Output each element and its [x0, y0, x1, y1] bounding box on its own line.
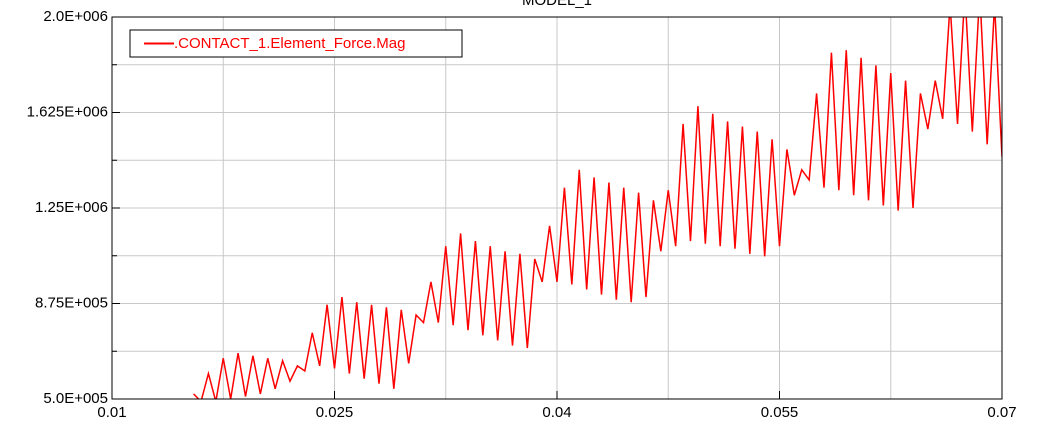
x-tick-label: 0.055: [761, 404, 799, 421]
x-tick-label: 0.025: [316, 404, 354, 421]
plot-border: [111, 16, 1003, 400]
x-tick-label: 0.04: [542, 404, 571, 421]
legend-box: [129, 29, 463, 58]
y-tick-label: 2.0E+006: [43, 8, 108, 25]
x-tick-label: 0.01: [97, 404, 126, 421]
legend-label: .CONTACT_1.Element_Force.Mag: [174, 35, 405, 52]
y-tick-label: 1.25E+006: [35, 199, 108, 216]
y-tick-label: 1.625E+006: [27, 103, 108, 120]
legend: .CONTACT_1.Element_Force.Mag: [129, 29, 463, 58]
y-tick-label: 5.0E+005: [43, 390, 108, 407]
chart-title: MODEL_1: [522, 0, 592, 9]
y-tick-label: 8.75E+005: [35, 294, 108, 311]
x-tick-label: 0.07: [987, 404, 1016, 421]
series-line: [193, 17, 1002, 399]
